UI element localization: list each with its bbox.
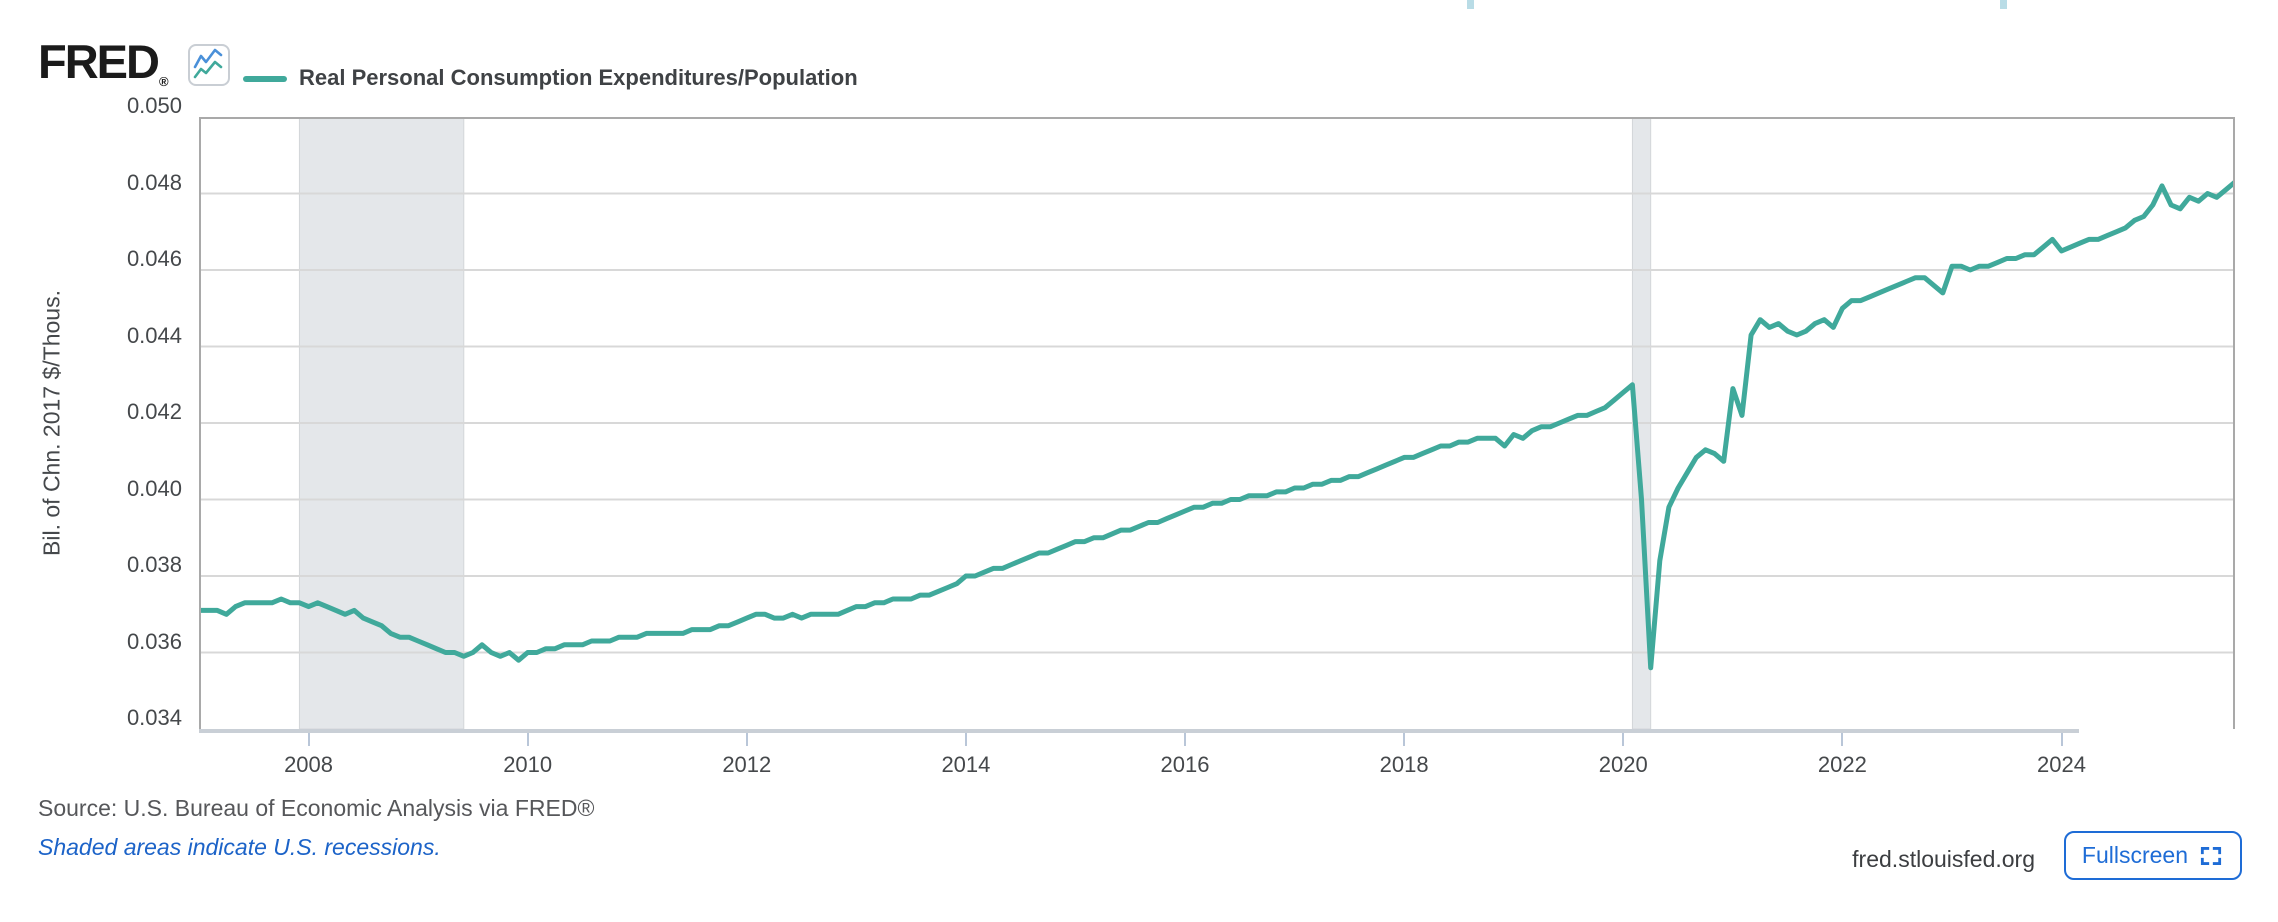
recession-note: Shaded areas indicate U.S. recessions. [38, 834, 441, 860]
fullscreen-icon [2200, 846, 2222, 865]
x-tick-label: 2008 [284, 752, 334, 777]
fred-logo: FRED® [38, 35, 169, 88]
data-line [199, 179, 2235, 671]
y-tick-label: 0.040 [126, 475, 182, 501]
y-tick-label: 0.036 [126, 628, 182, 654]
x-tick-label: 2022 [1817, 752, 1867, 777]
x-tick-label: 2018 [1379, 752, 1429, 777]
y-tick-label: 0.046 [126, 246, 182, 271]
fred-chart-logo-icon [188, 44, 230, 86]
y-tick-label: 0.034 [126, 705, 182, 730]
y-tick-label: 0.044 [126, 322, 182, 348]
x-tick-label: 2016 [1160, 752, 1210, 777]
x-tick-label: 2024 [2037, 752, 2086, 777]
top-marker-artifact [1467, 0, 1474, 9]
source-text: Source: U.S. Bureau of Economic Analysis… [38, 795, 595, 821]
y-axis-title: Bil. of Chn. 2017 $/Thous. [38, 290, 65, 556]
fred-logo-text: FRED [38, 35, 160, 88]
x-axis-line [199, 729, 2079, 733]
x-tick-mark [745, 733, 748, 746]
legend-series-label: Real Personal Consumption Expenditures/P… [299, 65, 858, 90]
y-tick-label: 0.048 [126, 169, 182, 195]
x-tick-label: 2014 [941, 752, 991, 777]
x-tick-mark [1403, 733, 1406, 746]
y-tick-label: 0.042 [126, 399, 182, 424]
plot-area[interactable] [199, 117, 2235, 729]
x-tick-label: 2012 [722, 752, 772, 777]
x-tick-mark [2060, 733, 2063, 746]
y-tick-label: 0.050 [126, 93, 182, 118]
top-marker-artifact [2000, 0, 2007, 9]
x-tick-mark [526, 733, 529, 746]
x-tick-mark [1841, 733, 1844, 746]
fullscreen-button[interactable]: Fullscreen [2063, 831, 2242, 880]
x-tick-mark [1622, 733, 1625, 746]
x-tick-mark [307, 733, 310, 746]
x-tick-label: 2010 [503, 752, 553, 777]
site-url-label: fred.stlouisfed.org [1852, 846, 2035, 872]
fullscreen-button-label: Fullscreen [2081, 842, 2188, 868]
x-tick-mark [1184, 733, 1187, 746]
x-tick-mark [964, 733, 967, 746]
sparkline-icon [193, 48, 223, 79]
x-tick-label: 2020 [1598, 752, 1648, 777]
y-tick-label: 0.038 [126, 552, 182, 577]
fred-logo-registered-mark: ® [158, 74, 169, 89]
legend-line-sample [243, 76, 287, 82]
